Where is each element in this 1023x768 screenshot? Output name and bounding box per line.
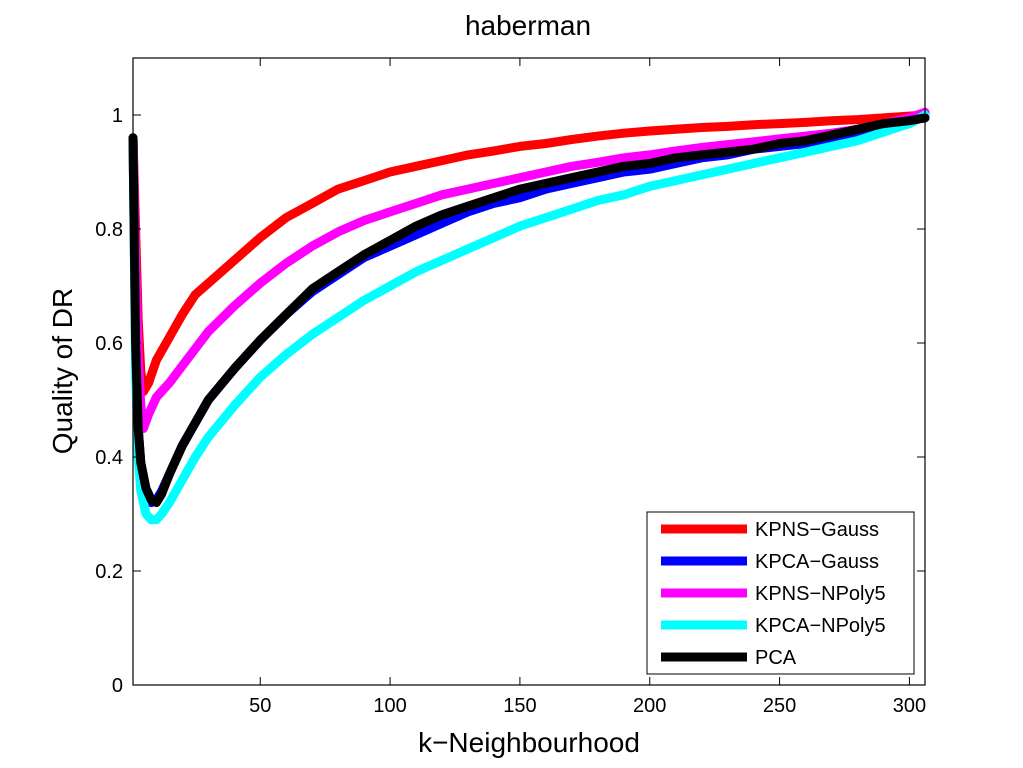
y-tick-label: 0.4 (95, 447, 123, 469)
y-axis-label: Quality of DR (47, 288, 78, 455)
legend: KPNS−Gauss KPCA−Gauss KPNS−NPoly5 KPCA−NPol… (646, 511, 915, 675)
y-tick-label: 0.8 (95, 219, 123, 241)
series-layer (128, 107, 930, 525)
legend-label-0: KPNS−Gauss (755, 519, 879, 541)
legend-label-2: KPNS−NPoly5 (755, 583, 886, 605)
axes-layer: 50 100 150 200 250 300 0 0.2 0.4 0.6 0.8 1 (95, 58, 926, 717)
chart-title: haberman (465, 10, 591, 41)
x-tick-label: 150 (503, 695, 536, 717)
x-tick-label: 300 (893, 695, 926, 717)
x-tick-label: 50 (249, 695, 271, 717)
x-tick-label: 250 (763, 695, 796, 717)
y-tick-label: 0 (112, 675, 123, 697)
series-line-2 (128, 107, 930, 433)
plot-area-frame (132, 57, 926, 686)
y-tick-label: 0.2 (95, 561, 123, 583)
y-tick-label: 1 (112, 105, 123, 127)
series-line-3 (128, 110, 930, 525)
series-line-4 (128, 113, 930, 508)
x-tick-label: 100 (373, 695, 406, 717)
x-axis-label: k−Neighbourhood (418, 727, 640, 758)
series-line-0 (128, 110, 930, 396)
legend-label-3: KPCA−NPoly5 (755, 615, 886, 637)
legend-label-4: PCA (755, 647, 797, 669)
legend-label-1: KPCA−Gauss (755, 551, 879, 573)
x-tick-label: 200 (633, 695, 666, 717)
y-tick-label: 0.6 (95, 333, 123, 355)
